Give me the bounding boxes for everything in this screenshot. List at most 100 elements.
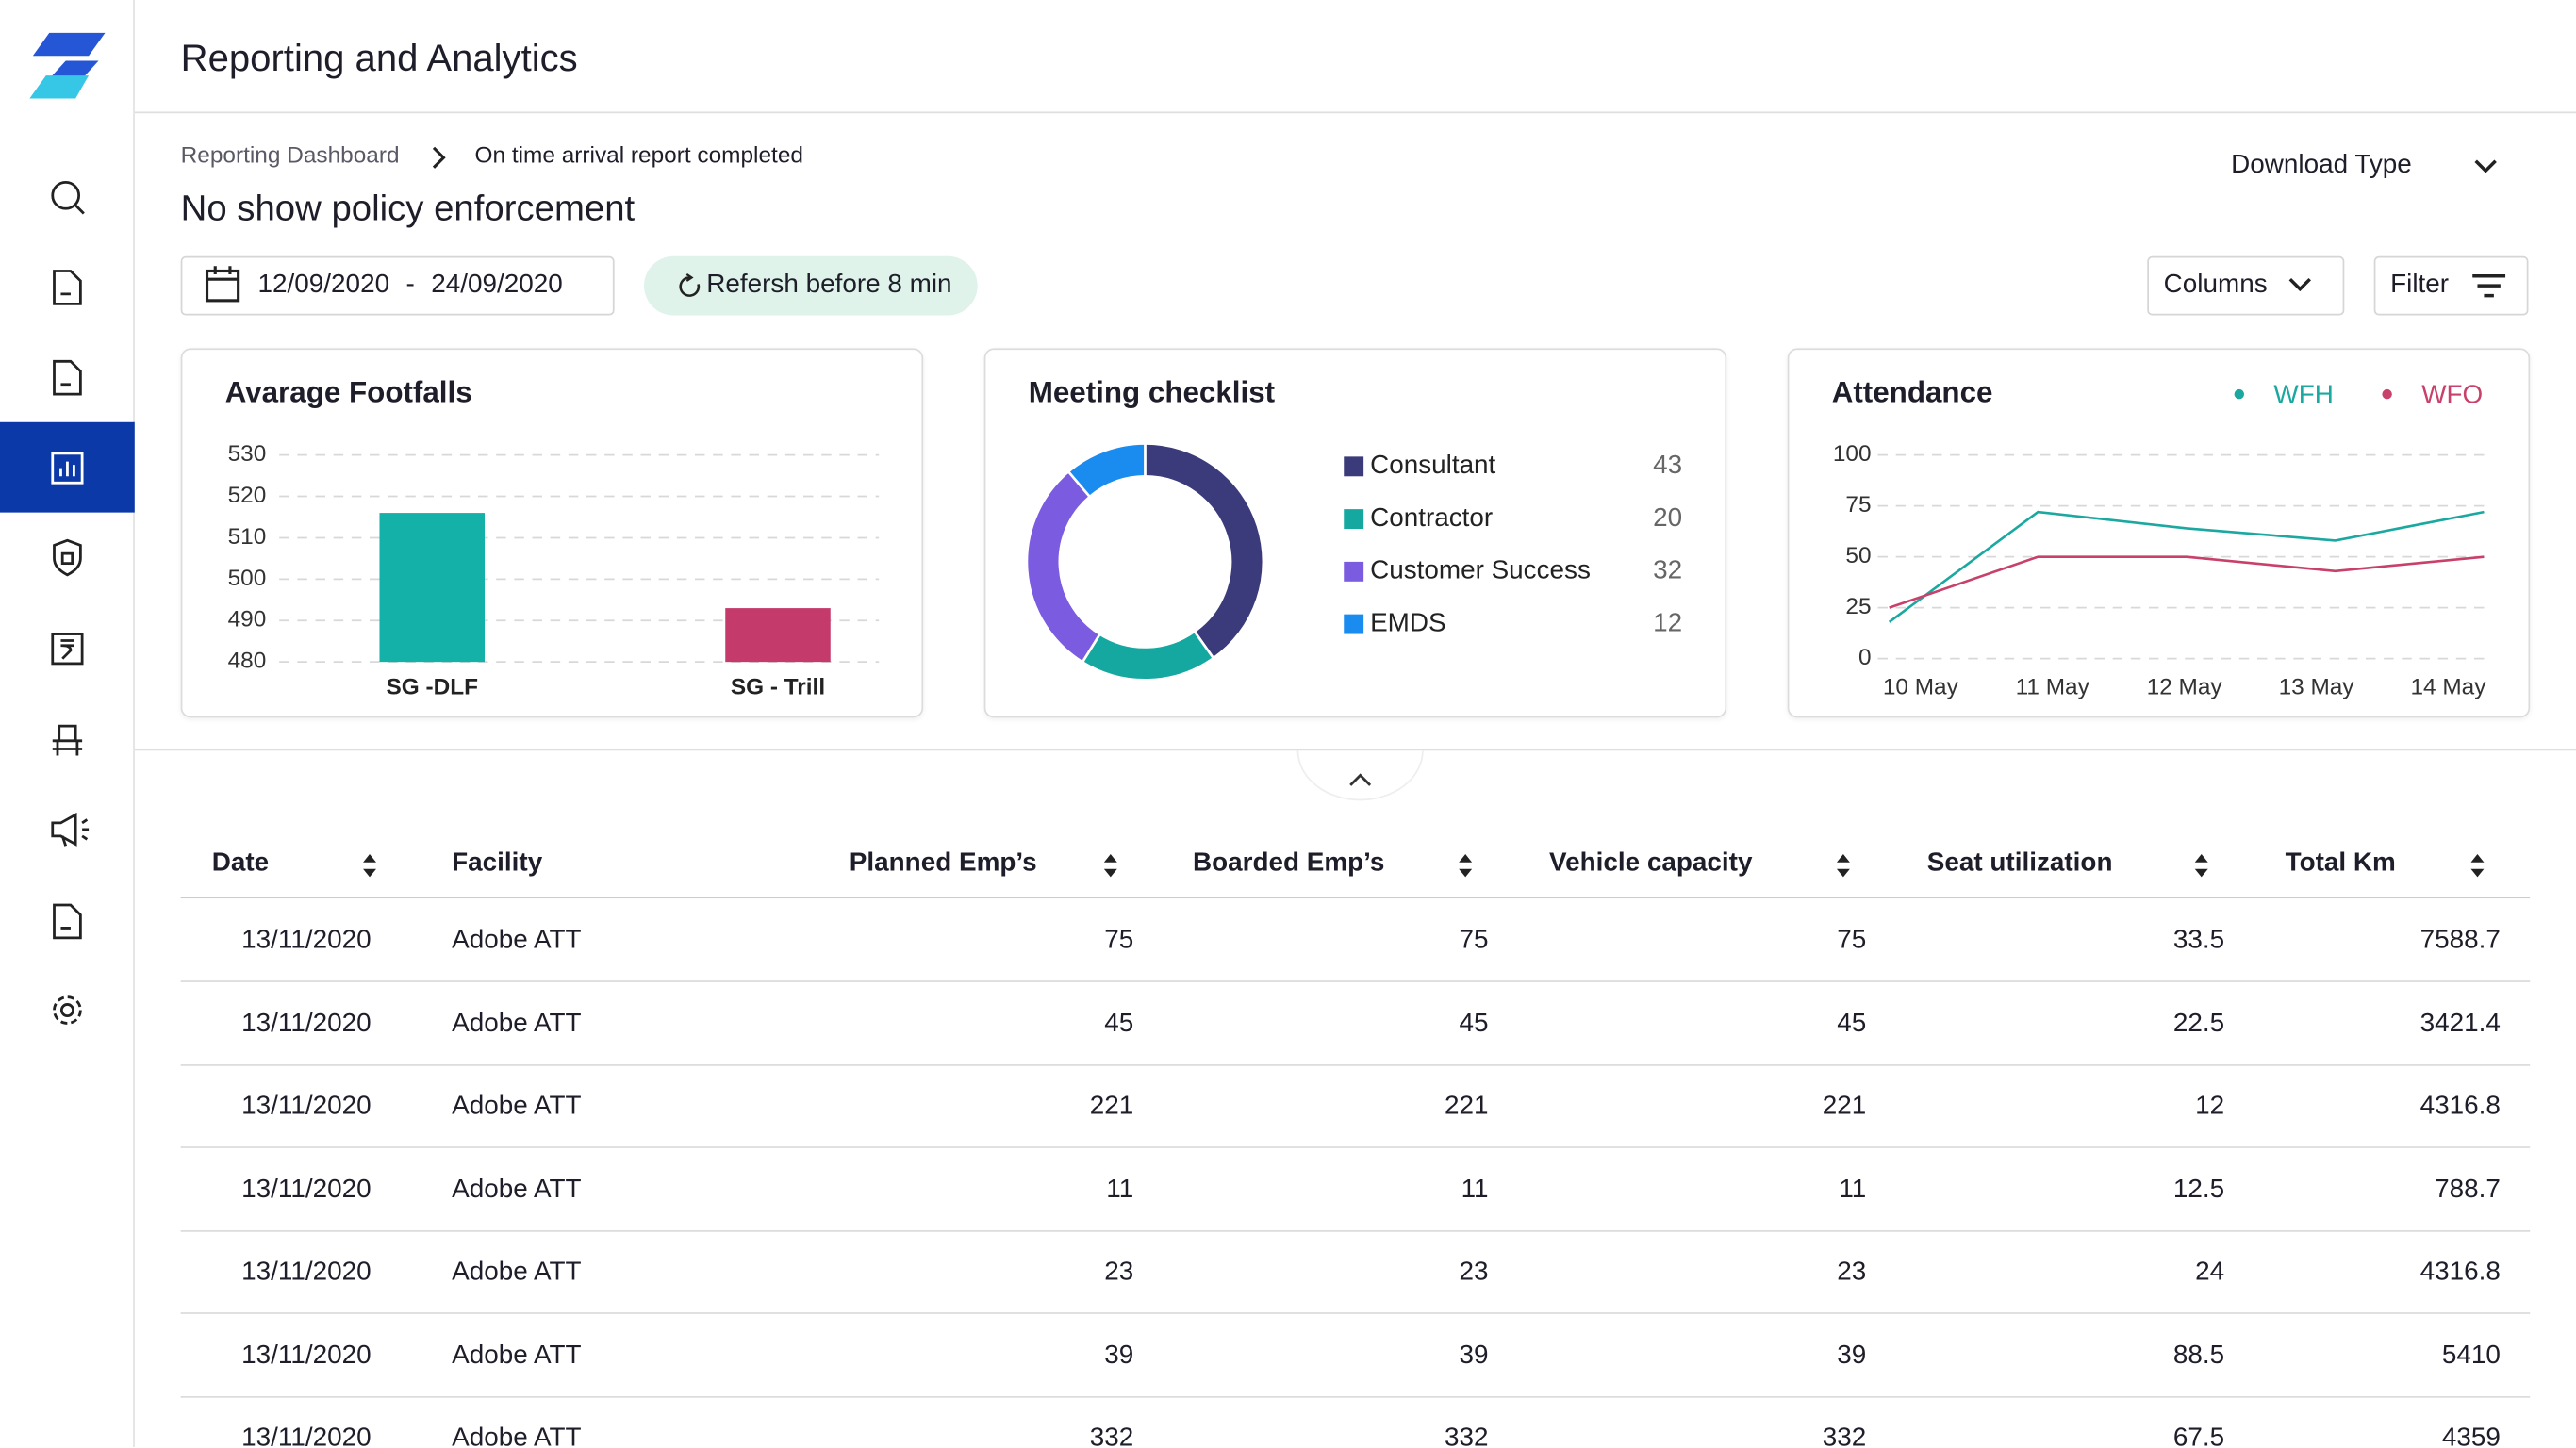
table-cell: 88.5 (2172, 1341, 2225, 1370)
legend-label: Contractor (1370, 502, 1493, 532)
table-cell: 75 (1837, 926, 1867, 955)
table-cell: Adobe ATT (452, 1341, 582, 1370)
table-cell: Adobe ATT (452, 1092, 582, 1121)
x-tick-label: 14 May (2410, 674, 2486, 699)
y-tick-label: 530 (228, 441, 267, 467)
sort-icon[interactable] (1102, 852, 1118, 879)
column-header: Total Km (2285, 848, 2396, 878)
breadcrumb-link[interactable]: Reporting Dashboard (180, 140, 400, 168)
date-to: 24/09/2020 (431, 271, 563, 300)
column-header: Planned Emp’s (849, 848, 1037, 878)
table-cell: 221 (1445, 1092, 1489, 1121)
download-chevron[interactable] (2470, 155, 2500, 177)
legend-value: 43 (1653, 450, 1682, 479)
y-tick-label: 490 (228, 607, 267, 633)
table-cell: 23 (1837, 1258, 1867, 1287)
table-cell: Adobe ATT (452, 1258, 582, 1287)
sort-icon[interactable] (2469, 852, 2485, 879)
chart-title: Meeting checklist (1029, 375, 1276, 408)
table-cell: 23 (1104, 1258, 1134, 1287)
filter-label: Filter (2390, 271, 2450, 300)
sort-icon[interactable] (361, 852, 377, 879)
x-tick-label: SG -DLF (386, 674, 477, 699)
sort-icon[interactable] (1457, 852, 1473, 879)
table-cell: 3421.4 (2419, 1009, 2501, 1038)
calendar-icon (205, 266, 240, 303)
table-cell: 39 (1837, 1341, 1867, 1370)
collapse-button[interactable] (1295, 750, 1426, 806)
logo (49, 60, 99, 79)
chart-card: Avarage Footfalls 480 490 500 510 520 530 SG -D… (180, 348, 924, 718)
row-rule (180, 1063, 2531, 1065)
refresh-pill[interactable]: Refersh before 8 min (644, 255, 978, 316)
table-cell: 13/11/2020 (241, 926, 372, 955)
column-header: Boarded Emp’s (1192, 848, 1385, 878)
legend-label: Consultant (1370, 450, 1495, 479)
filter-icon (2471, 273, 2505, 298)
donut-segment (1144, 442, 1265, 661)
x-tick-label: 11 May (2016, 674, 2090, 699)
header-rule (180, 897, 2531, 899)
table-cell: Adobe ATT (452, 1175, 582, 1204)
table-cell: Adobe ATT (452, 1423, 582, 1448)
legend-label: EMDS (1370, 607, 1445, 636)
row-rule (180, 1229, 2531, 1231)
refresh-text: Refersh before 8 min (706, 271, 952, 300)
row-rule (180, 980, 2531, 982)
sidebar (0, 0, 135, 1448)
column-header: Facility (452, 848, 543, 878)
logo (32, 32, 106, 57)
columns-button[interactable]: Columns (2147, 255, 2345, 316)
y-tick-label: 500 (228, 566, 267, 591)
column-header: Vehicle capacity (1549, 848, 1753, 878)
table-cell: 13/11/2020 (241, 1175, 372, 1204)
filter-button[interactable]: Filter (2373, 255, 2529, 316)
x-tick-label: 13 May (2279, 674, 2355, 699)
donut-segment (1066, 442, 1147, 499)
y-tick-label: 25 (1845, 594, 1871, 619)
nav-icons (51, 181, 90, 1025)
bar (725, 608, 831, 663)
columns-label: Columns (2163, 271, 2268, 300)
date-range[interactable]: 12/09/2020 - 24/09/2020 (180, 255, 615, 316)
chart: Attendance 0 25 50 75 100 10 May 11 May 12 May 13… (1832, 375, 2487, 699)
nav-icon-active (51, 452, 84, 485)
download-type[interactable]: Download Type (2231, 151, 2412, 179)
legend-value: 20 (1653, 502, 1682, 532)
y-tick-label: 0 (1858, 645, 1872, 670)
y-tick-label: 50 (1845, 543, 1871, 568)
line-series (1888, 510, 2485, 623)
table-cell: 788.7 (2435, 1175, 2501, 1204)
y-tick-label: 480 (228, 649, 267, 674)
table-cell: 4359 (2441, 1423, 2501, 1448)
sort-icon[interactable] (2193, 852, 2209, 879)
page-title: No show policy enforcement (180, 187, 636, 229)
chart: Avarage Footfalls 480 490 500 510 520 530 SG -D… (225, 375, 880, 699)
x-tick-label: 12 May (2147, 674, 2223, 699)
table-cell: 75 (1459, 926, 1489, 955)
date-separator: - (405, 271, 415, 300)
column-header: Date (211, 848, 270, 878)
legend-swatch (1344, 561, 1364, 582)
table-cell: Adobe ATT (452, 926, 582, 955)
breadcrumb-chevron (432, 146, 446, 169)
legend-swatch (1344, 509, 1364, 530)
table-cell: 75 (1104, 926, 1134, 955)
table-cell: 221 (1822, 1092, 1867, 1121)
logo (29, 75, 90, 99)
table-cell: 11 (1839, 1175, 1867, 1204)
table-cell: 45 (1837, 1009, 1867, 1038)
header-divider (134, 111, 2576, 114)
y-tick-label: 75 (1845, 492, 1871, 518)
table-cell: 33.5 (2172, 926, 2225, 955)
row-rule (180, 1312, 2531, 1314)
column-header: Seat utilization (1926, 848, 2113, 878)
table-cell: 12.5 (2172, 1175, 2225, 1204)
chart-card: Attendance 0 25 50 75 100 10 May 11 May 12 May 13… (1787, 348, 2531, 718)
table-cell: 332 (1445, 1423, 1489, 1448)
sort-icon[interactable] (1835, 852, 1851, 879)
section-divider (134, 749, 2576, 751)
legend-label: Customer Success (1370, 555, 1591, 584)
